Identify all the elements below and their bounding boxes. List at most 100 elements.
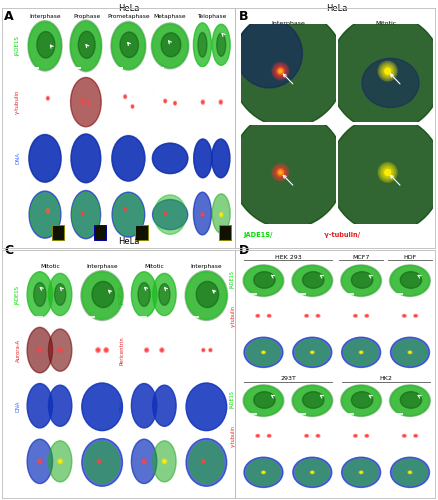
Ellipse shape <box>193 192 211 235</box>
Ellipse shape <box>384 169 390 175</box>
Ellipse shape <box>385 171 389 174</box>
Ellipse shape <box>39 349 41 352</box>
Ellipse shape <box>131 105 133 108</box>
Ellipse shape <box>46 96 49 100</box>
Ellipse shape <box>189 442 223 483</box>
Ellipse shape <box>104 348 108 352</box>
Ellipse shape <box>201 214 203 216</box>
Ellipse shape <box>413 435 416 436</box>
Ellipse shape <box>98 230 101 235</box>
Ellipse shape <box>408 472 410 473</box>
Ellipse shape <box>377 162 396 182</box>
Ellipse shape <box>98 231 101 234</box>
Ellipse shape <box>145 350 147 351</box>
Ellipse shape <box>255 314 259 317</box>
Ellipse shape <box>98 460 99 462</box>
Ellipse shape <box>364 314 368 318</box>
Ellipse shape <box>202 460 204 462</box>
Ellipse shape <box>402 435 404 436</box>
Ellipse shape <box>279 70 281 72</box>
Ellipse shape <box>47 98 48 99</box>
Ellipse shape <box>163 460 165 462</box>
Ellipse shape <box>48 385 72 426</box>
Ellipse shape <box>159 284 170 306</box>
Ellipse shape <box>256 315 258 317</box>
Ellipse shape <box>364 435 367 437</box>
Ellipse shape <box>304 434 307 437</box>
Ellipse shape <box>353 434 357 438</box>
Ellipse shape <box>291 265 332 296</box>
Ellipse shape <box>163 460 165 462</box>
Ellipse shape <box>28 20 62 71</box>
Ellipse shape <box>46 209 49 213</box>
Ellipse shape <box>48 441 72 482</box>
Ellipse shape <box>311 352 312 353</box>
Ellipse shape <box>81 99 84 103</box>
Text: HDF: HDF <box>403 255 416 260</box>
Ellipse shape <box>58 459 62 464</box>
Ellipse shape <box>82 100 83 102</box>
Ellipse shape <box>47 210 49 212</box>
Ellipse shape <box>123 94 127 99</box>
Text: Prometaphase: Prometaphase <box>107 14 149 19</box>
Ellipse shape <box>274 66 286 77</box>
Ellipse shape <box>310 351 313 354</box>
Ellipse shape <box>105 349 107 352</box>
Ellipse shape <box>161 350 162 351</box>
Ellipse shape <box>29 191 61 238</box>
Ellipse shape <box>201 214 203 216</box>
Ellipse shape <box>161 350 162 351</box>
Ellipse shape <box>124 96 126 98</box>
Ellipse shape <box>87 102 90 105</box>
Ellipse shape <box>46 208 49 213</box>
Ellipse shape <box>315 434 319 438</box>
Ellipse shape <box>201 460 204 463</box>
Ellipse shape <box>407 351 411 354</box>
Text: DNA: DNA <box>15 401 21 412</box>
Ellipse shape <box>138 282 150 306</box>
Text: Telophase: Telophase <box>197 14 226 19</box>
Ellipse shape <box>277 170 283 175</box>
Ellipse shape <box>219 212 222 216</box>
Text: Mitotic: Mitotic <box>40 264 60 269</box>
Ellipse shape <box>219 101 221 103</box>
Ellipse shape <box>219 212 223 217</box>
Ellipse shape <box>162 460 166 463</box>
Ellipse shape <box>152 24 187 68</box>
Ellipse shape <box>220 214 221 216</box>
Ellipse shape <box>57 230 60 235</box>
Ellipse shape <box>328 116 438 234</box>
Ellipse shape <box>154 195 186 234</box>
Ellipse shape <box>87 101 90 105</box>
Ellipse shape <box>88 102 89 104</box>
Ellipse shape <box>58 348 62 352</box>
Ellipse shape <box>279 171 281 174</box>
Ellipse shape <box>193 139 212 178</box>
Ellipse shape <box>145 348 148 352</box>
Ellipse shape <box>39 460 41 462</box>
Ellipse shape <box>209 349 211 351</box>
Ellipse shape <box>379 63 395 80</box>
Text: Interphase: Interphase <box>29 14 61 19</box>
Ellipse shape <box>295 460 328 485</box>
Ellipse shape <box>408 352 410 353</box>
Ellipse shape <box>162 459 166 464</box>
Ellipse shape <box>291 385 332 416</box>
Ellipse shape <box>413 435 416 437</box>
Ellipse shape <box>97 349 99 351</box>
Ellipse shape <box>358 471 362 474</box>
Ellipse shape <box>164 100 165 102</box>
Ellipse shape <box>315 314 319 317</box>
Ellipse shape <box>359 471 362 474</box>
Ellipse shape <box>279 70 281 72</box>
Ellipse shape <box>392 460 426 485</box>
Ellipse shape <box>163 99 166 103</box>
Ellipse shape <box>223 230 226 235</box>
Ellipse shape <box>71 78 101 127</box>
Ellipse shape <box>173 102 176 104</box>
Ellipse shape <box>96 348 99 352</box>
Ellipse shape <box>277 170 283 175</box>
Ellipse shape <box>88 103 89 104</box>
Ellipse shape <box>112 136 145 182</box>
Ellipse shape <box>358 351 362 354</box>
